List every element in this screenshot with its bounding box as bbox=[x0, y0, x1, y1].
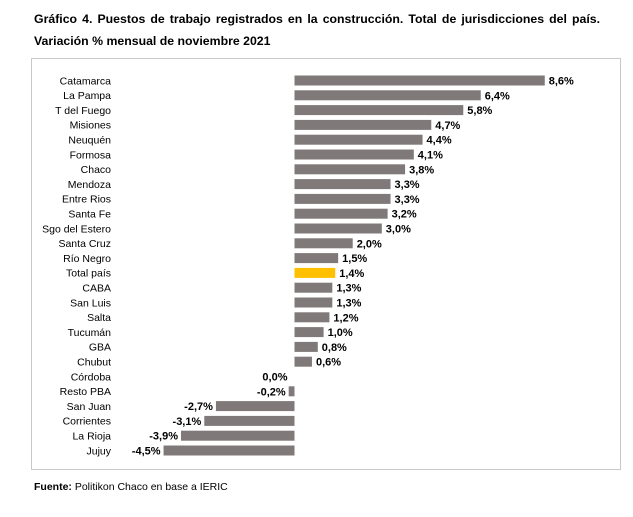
bar-formosa bbox=[294, 149, 414, 160]
chart-subtitle: Variación % mensual de noviembre 2021 bbox=[34, 34, 271, 48]
bar-salta bbox=[294, 312, 330, 323]
category-label-gba: GBA bbox=[89, 342, 111, 354]
bar-catamarca bbox=[294, 75, 545, 86]
bar-caba bbox=[294, 282, 333, 293]
category-label-salta: Salta bbox=[87, 312, 111, 324]
value-label-tucuman: 1,0% bbox=[328, 327, 353, 339]
chart-frame bbox=[31, 58, 621, 470]
value-label-chubut: 0,6% bbox=[316, 357, 341, 369]
category-label-misiones: Misiones bbox=[70, 120, 111, 132]
value-label-la-rioja: -3,9% bbox=[149, 431, 178, 443]
category-label-corrientes: Corrientes bbox=[63, 416, 111, 428]
value-label-resto-pba: -0,2% bbox=[257, 386, 286, 398]
value-label-gba: 0,8% bbox=[322, 342, 347, 354]
bar-neuquen bbox=[294, 134, 423, 145]
value-label-la-pampa: 6,4% bbox=[485, 90, 510, 102]
category-label-t-del-fuego: T del Fuego bbox=[55, 105, 111, 117]
bar-misiones bbox=[294, 119, 432, 130]
bar-santa-cruz bbox=[294, 238, 353, 249]
category-label-chubut: Chubut bbox=[77, 357, 111, 369]
bar-san-luis bbox=[294, 297, 333, 308]
category-label-la-pampa: La Pampa bbox=[63, 90, 111, 102]
value-label-san-luis: 1,3% bbox=[336, 298, 361, 310]
value-label-t-del-fuego: 5,8% bbox=[467, 105, 492, 117]
source-text: Politikon Chaco en base a IERIC bbox=[74, 481, 228, 493]
value-label-rio-negro: 1,5% bbox=[342, 253, 367, 265]
value-label-santa-cruz: 2,0% bbox=[357, 238, 382, 250]
category-label-san-juan: San Juan bbox=[67, 401, 112, 413]
category-label-resto-pba: Resto PBA bbox=[60, 386, 111, 398]
category-label-entre-rios: Entre Rios bbox=[62, 194, 111, 206]
value-label-catamarca: 8,6% bbox=[549, 76, 574, 88]
value-label-misiones: 4,7% bbox=[435, 120, 460, 132]
category-label-neuquen: Neuquén bbox=[68, 135, 111, 147]
category-label-san-luis: San Luis bbox=[70, 297, 111, 309]
value-label-entre-rios: 3,3% bbox=[395, 194, 420, 206]
category-label-caba: CABA bbox=[82, 283, 111, 295]
category-label-santa-cruz: Santa Cruz bbox=[58, 238, 111, 250]
category-label-chaco: Chaco bbox=[81, 164, 112, 176]
value-label-salta: 1,2% bbox=[333, 312, 358, 324]
category-label-catamarca: Catamarca bbox=[60, 75, 112, 87]
bar-jujuy bbox=[163, 445, 295, 456]
category-label-total-pais: Total país bbox=[66, 268, 111, 280]
value-label-corrientes: -3,1% bbox=[173, 416, 202, 428]
bar-sgo-del-estero bbox=[294, 223, 382, 234]
category-label-jujuy: Jujuy bbox=[86, 445, 111, 457]
bar-gba bbox=[294, 341, 318, 352]
value-label-san-juan: -2,7% bbox=[184, 401, 213, 413]
category-label-tucuman: Tucumán bbox=[68, 327, 112, 339]
bar-entre-rios bbox=[294, 193, 391, 204]
bar-chubut bbox=[294, 356, 312, 367]
category-label-sgo-del-estero: Sgo del Estero bbox=[42, 223, 111, 235]
bar-corrientes bbox=[204, 415, 295, 426]
bar-la-rioja bbox=[181, 430, 295, 441]
value-label-neuquen: 4,4% bbox=[427, 135, 452, 147]
bar-total-pais bbox=[294, 267, 336, 278]
value-label-jujuy: -4,5% bbox=[132, 446, 161, 458]
bar-santa-fe bbox=[294, 208, 388, 219]
value-label-chaco: 3,8% bbox=[409, 164, 434, 176]
source-label: Fuente: bbox=[34, 481, 72, 493]
bar-mendoza bbox=[294, 179, 391, 190]
value-label-total-pais: 1,4% bbox=[339, 268, 364, 280]
bar-san-juan bbox=[215, 401, 295, 412]
category-label-la-rioja: La Rioja bbox=[72, 431, 111, 443]
value-label-santa-fe: 3,2% bbox=[392, 209, 417, 221]
value-label-mendoza: 3,3% bbox=[395, 179, 420, 191]
category-label-cordoba: Córdoba bbox=[71, 371, 111, 383]
bar-la-pampa bbox=[294, 90, 481, 101]
bar-tucuman bbox=[294, 327, 324, 338]
bar-chaco bbox=[294, 164, 406, 175]
bar-resto-pba bbox=[288, 386, 295, 397]
value-label-caba: 1,3% bbox=[336, 283, 361, 295]
category-label-santa-fe: Santa Fe bbox=[68, 209, 111, 221]
source-note: Fuente: Politikon Chaco en base a IERIC bbox=[34, 481, 228, 493]
bar-t-del-fuego bbox=[294, 105, 464, 116]
bar-rio-negro bbox=[294, 253, 339, 264]
chart-title: Gráfico 4. Puestos de trabajo registrado… bbox=[34, 12, 600, 26]
value-label-cordoba: 0,0% bbox=[262, 372, 287, 384]
category-label-mendoza: Mendoza bbox=[68, 179, 111, 191]
category-label-formosa: Formosa bbox=[70, 149, 112, 161]
value-label-sgo-del-estero: 3,0% bbox=[386, 224, 411, 236]
value-label-formosa: 4,1% bbox=[418, 150, 443, 162]
category-label-rio-negro: Río Negro bbox=[63, 253, 111, 265]
